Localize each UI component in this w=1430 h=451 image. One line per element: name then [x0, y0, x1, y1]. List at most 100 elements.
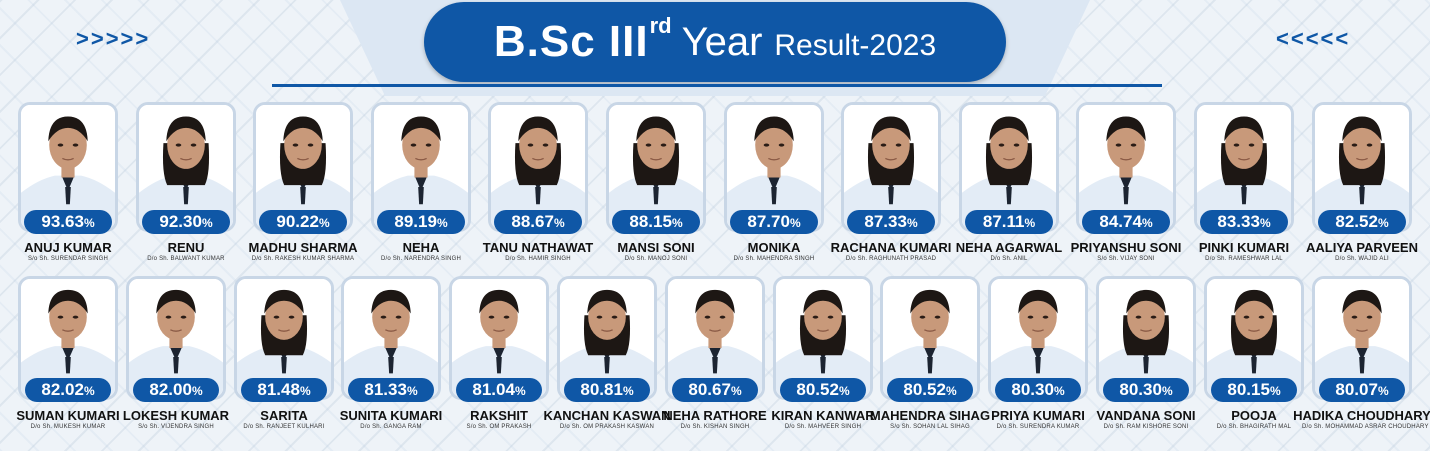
score-value: 80.07 — [1335, 380, 1378, 399]
title-superscript: rd — [649, 13, 672, 38]
percent-sign: % — [436, 216, 448, 230]
score-value: 80.52 — [796, 380, 839, 399]
student-name: HADIKA CHOUDHARY — [1293, 408, 1430, 423]
student-portrait — [609, 105, 703, 229]
percent-sign: % — [789, 216, 801, 230]
student-card: 92.30% RENU D/o Sh. BALWANT KUMAR — [136, 102, 236, 266]
student-card: 80.67% NEHA RATHORE D/o Sh. KISHAN SINGH — [663, 276, 767, 434]
parent-name: D/o Sh. MAHENDRA SINGH — [733, 256, 815, 262]
percent-sign: % — [299, 384, 311, 398]
percent-sign: % — [1024, 216, 1036, 230]
percent-sign: % — [191, 384, 203, 398]
student-card: 93.63% ANUJ KUMAR S/o Sh. SURENDAR SINGH — [18, 102, 118, 266]
score-badge: 93.63% — [24, 210, 112, 234]
percent-sign: % — [838, 384, 850, 398]
score-value: 82.52 — [1335, 212, 1378, 231]
student-name: KANCHAN KASWAN — [543, 408, 671, 423]
parent-name: D/o Sh. RAKESH KUMAR SHARMA — [251, 256, 355, 262]
student-name: AALIYA PARVEEN — [1306, 240, 1418, 255]
student-name: SUNITA KUMARI — [339, 408, 443, 423]
score-badge: 90.22% — [259, 210, 347, 234]
student-card: 80.30% VANDANA SONI D/o Sh. RAM KISHORE SO… — [1096, 276, 1196, 434]
parent-name: D/o Sh. BALWANT KUMAR — [147, 256, 225, 262]
score-value: 80.52 — [903, 380, 946, 399]
student-portrait — [21, 105, 115, 229]
percent-sign: % — [1377, 384, 1389, 398]
student-name: MADHU SHARMA — [248, 240, 358, 255]
percent-sign: % — [1269, 384, 1281, 398]
percent-sign: % — [83, 216, 95, 230]
student-card: 80.30% PRIYA KUMARI D/o Sh. SURENDRA KUMAR — [988, 276, 1088, 434]
parent-name: S/o Sh. VIJAY SONI — [1097, 256, 1155, 262]
parent-name: D/o Sh. WAJID ALI — [1335, 256, 1389, 262]
student-card: 90.22% MADHU SHARMA D/o Sh. RAKESH KUMAR S… — [248, 102, 358, 266]
score-badge: 83.33% — [1200, 210, 1288, 234]
percent-sign: % — [1141, 216, 1153, 230]
student-name: TANU NATHAWAT — [482, 240, 594, 255]
score-value: 80.81 — [580, 380, 623, 399]
student-card: 81.48% SARITA D/o Sh. RANJEET KULHARI — [234, 276, 334, 434]
percent-sign: % — [553, 216, 565, 230]
score-value: 80.15 — [1227, 380, 1270, 399]
parent-name: S/o Sh. VIJENDRA SINGH — [138, 424, 214, 430]
percent-sign: % — [945, 384, 957, 398]
student-name: MANSI SONI — [617, 240, 695, 255]
score-value: 81.04 — [472, 380, 515, 399]
percent-sign: % — [514, 384, 526, 398]
score-badge: 82.00% — [133, 378, 219, 402]
percent-sign: % — [622, 384, 634, 398]
parent-name: D/o Sh. SURENDRA KUMAR — [996, 424, 1080, 430]
score-value: 88.15 — [629, 212, 672, 231]
percent-sign: % — [1161, 384, 1173, 398]
student-photo — [606, 102, 706, 232]
percent-sign: % — [906, 216, 918, 230]
score-badge: 87.33% — [847, 210, 935, 234]
student-portrait — [1197, 105, 1291, 229]
student-name: NEHA RATHORE — [663, 408, 767, 423]
score-value: 90.22 — [276, 212, 319, 231]
title-year: Year — [681, 19, 763, 64]
right-arrows: <<<<< — [1276, 26, 1351, 51]
score-badge: 88.67% — [494, 210, 582, 234]
score-badge: 80.07% — [1319, 378, 1405, 402]
score-value: 87.70 — [747, 212, 790, 231]
score-value: 80.67 — [688, 380, 731, 399]
score-value: 80.30 — [1119, 380, 1162, 399]
student-name: PRIYA KUMARI — [991, 408, 1085, 423]
student-name: NEHA — [402, 240, 440, 255]
student-name: ANUJ KUMAR — [24, 240, 112, 255]
student-name: NEHA AGARWAL — [955, 240, 1063, 255]
parent-name: D/o Sh. GANGA RAM — [360, 424, 422, 430]
score-badge: 89.19% — [377, 210, 465, 234]
score-value: 82.02 — [41, 380, 84, 399]
student-card: 80.52% MAHENDRA SIHAG S/o Sh. SOHAN LAL SI… — [870, 276, 990, 434]
score-value: 81.48 — [257, 380, 300, 399]
student-name: SUMAN KUMARI — [16, 408, 120, 423]
student-card: 88.67% TANU NATHAWAT D/o Sh. HAMIR SINGH — [483, 102, 593, 266]
student-portrait — [237, 279, 331, 397]
score-badge: 81.48% — [241, 378, 327, 402]
parent-name: D/o Sh. RAMESHWAR LAL — [1205, 256, 1283, 262]
score-value: 87.33 — [864, 212, 907, 231]
student-card: 87.11% NEHA AGARWAL D/o Sh. ANIL — [956, 102, 1062, 266]
score-value: 88.67 — [511, 212, 554, 231]
student-card: 80.81% KANCHAN KASWAN D/o Sh. OM PRAKASH K… — [543, 276, 671, 434]
parent-name: S/o Sh. SOHAN LAL SIHAG — [890, 424, 970, 430]
parent-name: D/o Sh. NARENDRA SINGH — [380, 256, 462, 262]
score-badge: 84.74% — [1082, 210, 1170, 234]
student-portrait — [1315, 279, 1409, 397]
student-name: SARITA — [260, 408, 308, 423]
score-value: 81.33 — [364, 380, 407, 399]
student-portrait — [883, 279, 977, 397]
score-badge: 80.30% — [995, 378, 1081, 402]
parent-name: D/o Sh. OM PRAKASH KASWAN — [559, 424, 655, 430]
score-badge: 87.11% — [965, 210, 1053, 234]
score-badge: 87.70% — [730, 210, 818, 234]
student-card: 83.33% PINKI KUMARI D/o Sh. RAMESHWAR LAL — [1194, 102, 1294, 266]
student-card: 80.15% POOJA D/o Sh. BHAGIRATH MAL — [1204, 276, 1304, 434]
score-value: 93.63 — [41, 212, 84, 231]
title-banner: B.Sc III rd Year Result-2023 — [424, 2, 1006, 82]
score-badge: 80.52% — [887, 378, 973, 402]
student-card: 84.74% PRIYANSHU SONI S/o Sh. VIJAY SONI — [1071, 102, 1181, 266]
